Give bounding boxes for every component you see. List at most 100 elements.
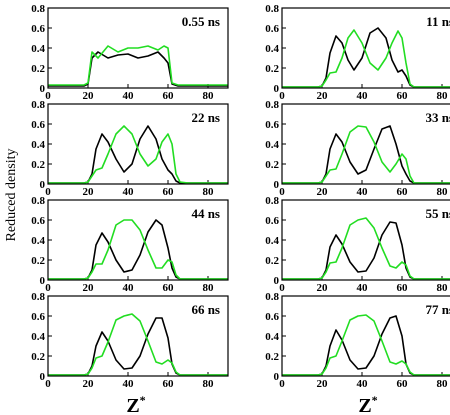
x-tick-label: 0 bbox=[45, 282, 51, 294]
plot-frame bbox=[281, 7, 450, 89]
y-tick-label: 0.4 bbox=[265, 139, 279, 151]
x-tick-label: 20 bbox=[317, 282, 329, 294]
x-tick-label: 40 bbox=[357, 378, 369, 390]
y-tick-label: 0.6 bbox=[31, 311, 45, 323]
series-line-2 bbox=[48, 219, 228, 280]
plot-frame bbox=[47, 199, 229, 281]
x-tick-label: 20 bbox=[317, 378, 329, 390]
y-tick-label: 0 bbox=[274, 83, 280, 95]
x-tick-label: 80 bbox=[203, 378, 215, 390]
y-tick-label: 0.6 bbox=[265, 215, 279, 227]
plot-frame bbox=[47, 295, 229, 377]
series-line-2 bbox=[48, 125, 228, 184]
x-tick-label: 0 bbox=[279, 378, 285, 390]
x-tick-label: 20 bbox=[83, 282, 95, 294]
x-tick-label: 40 bbox=[123, 186, 135, 198]
y-tick-label: 0.8 bbox=[265, 3, 279, 15]
x-tick-label: 80 bbox=[437, 378, 449, 390]
series-line-2 bbox=[282, 314, 450, 376]
y-tick-label: 0.4 bbox=[265, 331, 279, 343]
series-line-1 bbox=[282, 315, 450, 376]
y-tick-label: 0.6 bbox=[31, 23, 45, 35]
x-tick-label: 80 bbox=[203, 90, 215, 102]
y-tick-label: 0.2 bbox=[31, 351, 45, 363]
x-tick-label: 0 bbox=[45, 90, 51, 102]
series-line-1 bbox=[48, 51, 228, 87]
panel-6: 0 20 40 60 80 0 0.2 0.4 0.6 0.8 55 ns bbox=[265, 195, 450, 294]
x-tick-label: 80 bbox=[437, 90, 449, 102]
panel-label: 0.55 ns bbox=[182, 14, 220, 29]
panel-label: 44 ns bbox=[191, 206, 220, 221]
x-tick-label: 80 bbox=[437, 282, 449, 294]
panel-8: 0 20 40 60 80 0 0.2 0.4 0.6 0.8 77 ns bbox=[265, 291, 450, 390]
panel-1: 0 20 40 60 80 0 0.2 0.4 0.6 0.8 0.55 ns bbox=[31, 3, 229, 102]
y-tick-label: 0.6 bbox=[265, 311, 279, 323]
y-tick-label: 0.6 bbox=[265, 23, 279, 35]
x-tick-label: 40 bbox=[123, 90, 135, 102]
y-tick-label: 0.4 bbox=[265, 43, 279, 55]
series-line-1 bbox=[48, 219, 228, 280]
y-tick-label: 0 bbox=[274, 371, 280, 383]
x-tick-label: 60 bbox=[397, 378, 409, 390]
y-tick-label: 0.8 bbox=[31, 3, 45, 15]
x-tick-label: 40 bbox=[357, 186, 369, 198]
panel-label: 33 ns bbox=[425, 110, 450, 125]
y-tick-label: 0.2 bbox=[31, 159, 45, 171]
x-tick-label: 20 bbox=[83, 90, 95, 102]
y-tick-label: 0.2 bbox=[265, 255, 279, 267]
series-line-2 bbox=[282, 217, 450, 280]
x-tick-label: 60 bbox=[163, 378, 175, 390]
x-tick-label: 0 bbox=[279, 90, 285, 102]
series-line-2 bbox=[282, 29, 450, 88]
x-axis-title-left: Z* bbox=[126, 393, 145, 415]
x-tick-label: 20 bbox=[317, 186, 329, 198]
panel-2: 0 20 40 60 80 0 0.2 0.4 0.6 0.8 11 ns bbox=[265, 3, 450, 102]
y-tick-label: 0 bbox=[40, 275, 46, 287]
y-tick-label: 0.4 bbox=[31, 43, 45, 55]
x-tick-label: 80 bbox=[437, 186, 449, 198]
y-tick-label: 0 bbox=[274, 275, 280, 287]
plot-frame bbox=[281, 295, 450, 377]
y-tick-label: 0 bbox=[40, 371, 46, 383]
x-tick-label: 20 bbox=[317, 90, 329, 102]
series-line-2 bbox=[48, 45, 228, 86]
x-tick-label: 20 bbox=[83, 186, 95, 198]
series-line-1 bbox=[48, 125, 228, 184]
panel-7: 0 20 40 60 80 0 0.2 0.4 0.6 0.8 66 ns bbox=[31, 291, 229, 390]
series-line-2 bbox=[48, 313, 228, 376]
x-tick-label: 60 bbox=[397, 186, 409, 198]
x-axis-title-right-main: Z bbox=[358, 395, 371, 415]
x-tick-label: 0 bbox=[45, 378, 51, 390]
y-tick-label: 0.2 bbox=[265, 159, 279, 171]
plot-frame bbox=[281, 103, 450, 185]
x-tick-label: 0 bbox=[45, 186, 51, 198]
y-tick-label: 0.4 bbox=[31, 139, 45, 151]
y-tick-label: 0 bbox=[40, 83, 46, 95]
panel-5: 0 20 40 60 80 0 0.2 0.4 0.6 0.8 44 ns bbox=[31, 195, 229, 294]
x-tick-label: 80 bbox=[203, 186, 215, 198]
y-tick-label: 0 bbox=[274, 179, 280, 191]
y-tick-label: 0.8 bbox=[31, 195, 45, 207]
x-tick-label: 80 bbox=[203, 282, 215, 294]
plot-frame bbox=[47, 7, 229, 89]
y-tick-label: 0.8 bbox=[265, 195, 279, 207]
panel-label: 55 ns bbox=[425, 206, 450, 221]
panel-label: 11 ns bbox=[426, 14, 450, 29]
y-tick-label: 0.8 bbox=[265, 99, 279, 111]
y-tick-label: 0.4 bbox=[31, 331, 45, 343]
x-axis-title-right: Z* bbox=[358, 393, 377, 415]
y-axis-title: Reduced density bbox=[4, 149, 19, 242]
series-line-2 bbox=[282, 125, 450, 184]
x-tick-label: 60 bbox=[397, 90, 409, 102]
y-tick-label: 0.2 bbox=[265, 63, 279, 75]
y-tick-label: 0.8 bbox=[31, 291, 45, 303]
y-tick-label: 0.6 bbox=[265, 119, 279, 131]
panel-label: 66 ns bbox=[191, 302, 220, 317]
y-tick-label: 0.4 bbox=[265, 235, 279, 247]
y-tick-label: 0 bbox=[40, 179, 46, 191]
x-axis-title-left-sup: * bbox=[140, 393, 146, 407]
x-tick-label: 0 bbox=[279, 186, 285, 198]
x-tick-label: 60 bbox=[397, 282, 409, 294]
